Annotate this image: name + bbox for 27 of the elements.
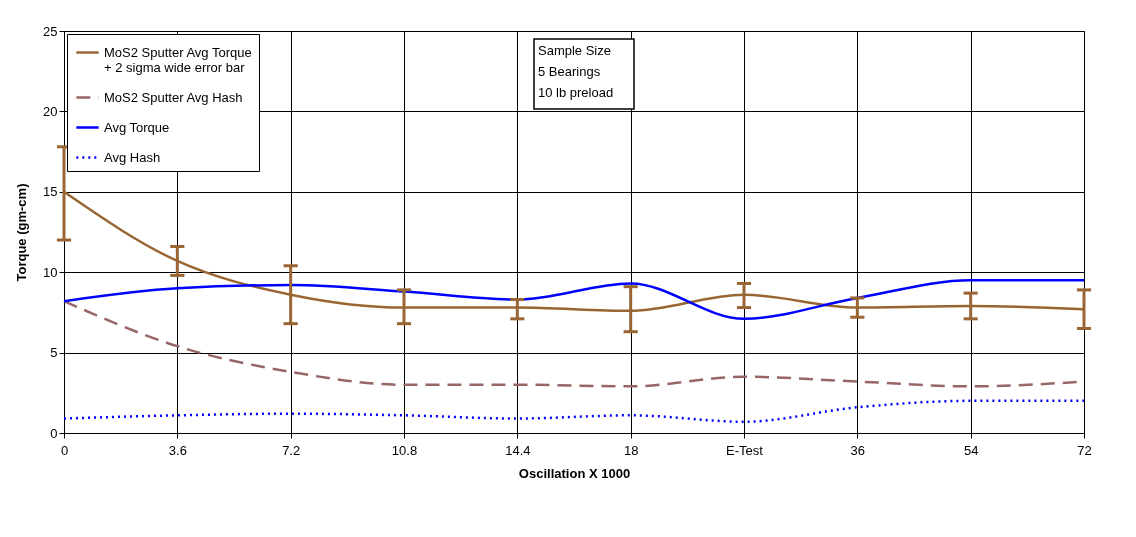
y-tick-label: 0 [50,425,58,441]
legend-label: Avg Torque [104,119,170,135]
x-axis-title: Oscillation X 1000 [518,465,631,481]
x-tick-label: 54 [963,442,979,458]
annotation: 5 Bearings [538,64,601,79]
x-tick-label: 10.8 [391,442,418,458]
x-tick-label: 36 [850,442,866,458]
line-series [62,399,1086,423]
x-tick-label: 0 [60,442,69,458]
annotation: Sample Size [538,43,611,58]
x-tick-label: 14.4 [505,442,531,458]
x-tick-label: 3.6 [168,442,187,458]
x-tick-label: 18 [623,442,639,458]
x-tick-label: E-Test [726,442,764,458]
legend-label: MoS2 Sputter Avg Hash [104,89,243,105]
y-tick-label: 5 [50,345,58,361]
legend-label: Avg Hash [104,149,161,165]
y-tick-label: 25 [43,23,58,39]
x-tick-label: 72 [1077,442,1092,458]
line-series [62,278,1086,321]
y-axis-title: Torque (gm-cm) [14,183,30,282]
legend-label: MoS2 Sputter Avg Torque + 2 sigma wide error bar [104,44,252,75]
y-tick-label: 10 [43,264,58,280]
x-tick-label: 7.2 [282,442,301,458]
y-tick-label: 15 [43,184,58,200]
y-tick-label: 20 [43,103,58,119]
annotation: 10 lb preload [538,85,614,100]
